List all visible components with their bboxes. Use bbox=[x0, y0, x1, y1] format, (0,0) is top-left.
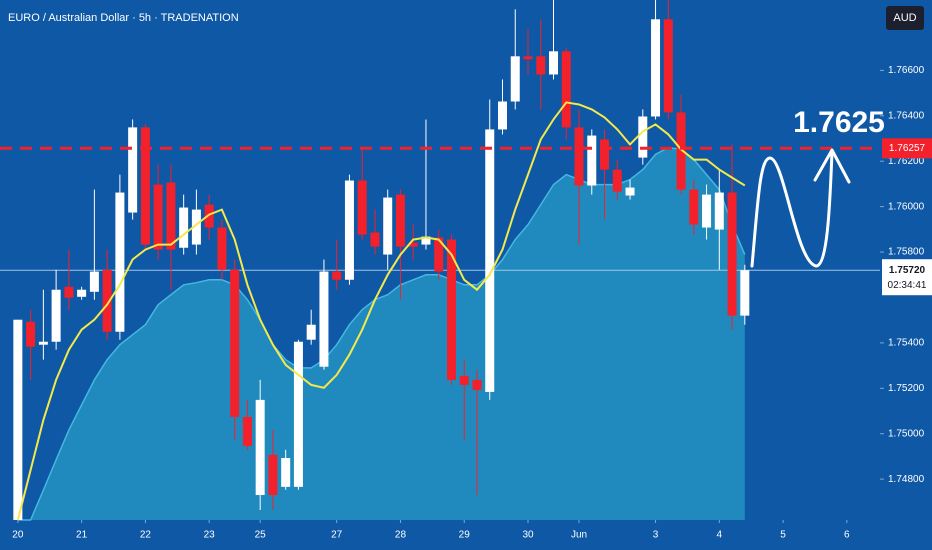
currency-button[interactable] bbox=[886, 6, 924, 30]
forecast-curve bbox=[750, 150, 834, 268]
resistance-label-box bbox=[882, 138, 932, 159]
candle-body bbox=[217, 227, 227, 270]
candle-body bbox=[281, 458, 291, 487]
candle-body bbox=[651, 19, 661, 117]
currency-label: AUD bbox=[893, 12, 916, 24]
x-tick-label: 6 bbox=[844, 530, 850, 541]
y-tick-label: 1.76200 bbox=[888, 156, 925, 167]
candle-body bbox=[268, 454, 278, 496]
candle-body bbox=[38, 341, 48, 345]
last-price-box bbox=[882, 259, 932, 296]
y-tick-label: 1.76400 bbox=[888, 110, 925, 121]
candle-body bbox=[204, 204, 214, 228]
candle-body bbox=[383, 197, 393, 255]
chart-title: EURO / Australian Dollar · 5h · TRADENAT… bbox=[8, 12, 239, 24]
candle-body bbox=[612, 169, 622, 192]
candle-body bbox=[89, 271, 99, 292]
candle-body bbox=[549, 51, 559, 75]
candle-body bbox=[625, 187, 635, 196]
candle-body bbox=[191, 209, 201, 245]
annotation: 1.7625 bbox=[793, 106, 885, 139]
candle-body bbox=[255, 399, 265, 496]
x-tick-label: 3 bbox=[653, 530, 659, 541]
candle-body bbox=[370, 232, 380, 247]
candle-body bbox=[497, 101, 507, 130]
y-tick-label: 1.75400 bbox=[888, 338, 925, 349]
candle-body bbox=[408, 242, 418, 247]
x-tick-label: 4 bbox=[717, 530, 723, 541]
y-tick-label: 1.75800 bbox=[888, 247, 925, 258]
candle-body bbox=[574, 127, 584, 186]
candle-body bbox=[676, 112, 686, 190]
candle-body bbox=[26, 321, 36, 347]
plot-area bbox=[0, 0, 880, 521]
candle-body bbox=[153, 184, 163, 250]
candle-body bbox=[702, 194, 712, 228]
forecast-arrowhead bbox=[813, 148, 851, 184]
candle-body bbox=[357, 180, 367, 235]
resistance-label: 1.76257 bbox=[889, 143, 926, 154]
last-price-label: 1.75720 bbox=[889, 265, 926, 276]
x-tick-label: 27 bbox=[331, 530, 343, 541]
candle-body bbox=[128, 127, 138, 213]
area-fill bbox=[17, 147, 745, 520]
area-edge bbox=[17, 146, 746, 521]
x-tick-label: 20 bbox=[12, 530, 24, 541]
candle-body bbox=[472, 379, 482, 390]
candle-body bbox=[293, 341, 303, 487]
y-tick-label: 1.76000 bbox=[888, 201, 925, 212]
candle-body bbox=[689, 189, 699, 225]
x-tick-label: 22 bbox=[140, 530, 152, 541]
candle-body bbox=[510, 56, 520, 102]
candle-body bbox=[319, 271, 329, 367]
candle-body bbox=[434, 237, 444, 272]
x-tick-label: 21 bbox=[76, 530, 88, 541]
moving-average bbox=[16, 101, 746, 521]
x-tick-label: Jun bbox=[571, 530, 587, 541]
candle-body bbox=[51, 289, 61, 342]
candle-body bbox=[64, 286, 74, 298]
candle-body bbox=[740, 270, 750, 316]
candle-body bbox=[459, 375, 469, 385]
candle-body bbox=[727, 192, 737, 316]
candle-body bbox=[166, 182, 176, 250]
y-tick-label: 1.75200 bbox=[888, 383, 925, 394]
candle-body bbox=[587, 135, 597, 186]
candle-body bbox=[561, 51, 571, 128]
candle-body bbox=[77, 289, 87, 297]
x-tick-label: 25 bbox=[255, 530, 267, 541]
candle-body bbox=[344, 180, 354, 280]
candle-body bbox=[523, 56, 533, 60]
candle-body bbox=[332, 271, 342, 280]
x-tick-label: 5 bbox=[780, 530, 786, 541]
candle-body bbox=[242, 416, 252, 446]
y-tick-label: 1.75000 bbox=[888, 428, 925, 439]
candle-body bbox=[140, 127, 150, 245]
candle-body bbox=[13, 319, 23, 520]
candle-body bbox=[306, 324, 316, 340]
candle-body bbox=[179, 207, 189, 248]
candle-body bbox=[421, 236, 431, 245]
candle-body bbox=[638, 116, 648, 158]
x-tick-label: 29 bbox=[459, 530, 471, 541]
x-tick-label: 28 bbox=[395, 530, 407, 541]
countdown-label: 02:34:41 bbox=[888, 280, 927, 291]
candle-body bbox=[395, 194, 405, 247]
x-tick-label: 23 bbox=[204, 530, 216, 541]
y-tick-label: 1.74800 bbox=[888, 474, 925, 485]
candle-body bbox=[485, 129, 495, 392]
candle-body bbox=[600, 139, 610, 170]
candle-body bbox=[446, 239, 456, 380]
candle-body bbox=[714, 192, 724, 230]
y-tick-label: 1.76600 bbox=[888, 65, 925, 76]
candle-body bbox=[102, 269, 112, 332]
candle-body bbox=[536, 56, 546, 75]
candle-body bbox=[663, 19, 673, 113]
candle-body bbox=[115, 192, 125, 332]
x-tick-label: 30 bbox=[522, 530, 534, 541]
candle-body bbox=[230, 269, 240, 417]
